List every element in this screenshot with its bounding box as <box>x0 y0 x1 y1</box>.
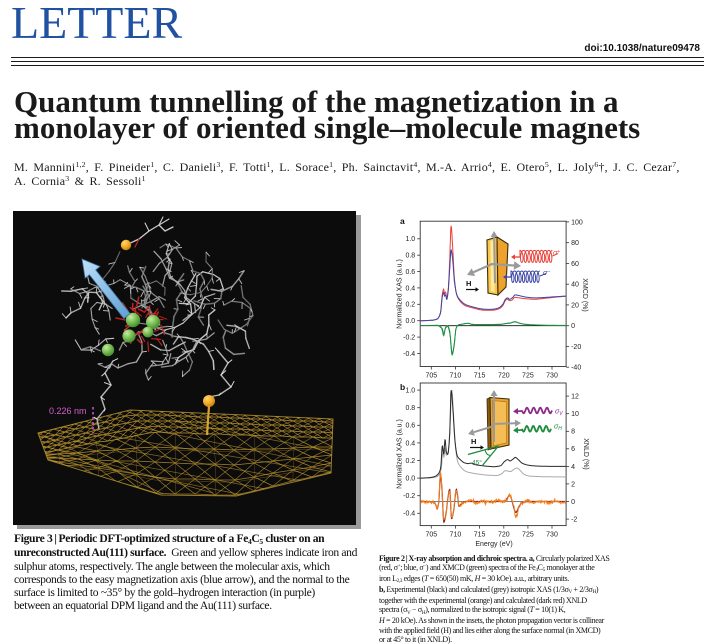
svg-text:0.2: 0.2 <box>405 458 415 465</box>
svg-text:σV: σV <box>555 409 563 418</box>
svg-text:-0.4: -0.4 <box>403 351 415 358</box>
svg-text:2: 2 <box>571 481 575 488</box>
svg-text:710: 710 <box>450 532 462 539</box>
svg-text:1.0: 1.0 <box>405 388 415 395</box>
svg-text:725: 725 <box>522 373 534 380</box>
svg-text:100: 100 <box>571 219 583 226</box>
svg-text:0: 0 <box>571 499 575 506</box>
svg-text:60: 60 <box>571 261 579 268</box>
svg-text:-20: -20 <box>571 344 581 351</box>
svg-text:-0.4: -0.4 <box>403 511 415 518</box>
svg-text:-0.2: -0.2 <box>403 335 415 342</box>
svg-text:b: b <box>400 382 405 392</box>
svg-text:-2: -2 <box>571 517 577 524</box>
svg-text:710: 710 <box>450 373 462 380</box>
svg-text:σ+: σ+ <box>553 249 560 257</box>
svg-text:725: 725 <box>522 532 534 539</box>
svg-text:720: 720 <box>498 373 510 380</box>
svg-text:0.6: 0.6 <box>405 423 415 430</box>
svg-text:4: 4 <box>571 464 575 471</box>
svg-text:Normalized XAS (a.u.): Normalized XAS (a.u.) <box>397 259 404 329</box>
svg-text:H: H <box>466 279 471 288</box>
svg-text:0.226 nm: 0.226 nm <box>49 406 87 416</box>
svg-text:0: 0 <box>571 323 575 330</box>
svg-text:σ−: σ− <box>543 269 550 277</box>
svg-text:0.2: 0.2 <box>405 302 415 309</box>
svg-text:715: 715 <box>474 532 486 539</box>
svg-text:-40: -40 <box>571 365 581 372</box>
svg-text:0.4: 0.4 <box>405 285 415 292</box>
svg-text:XNLD (%): XNLD (%) <box>582 438 589 470</box>
svg-text:20: 20 <box>571 302 579 309</box>
svg-text:1.0: 1.0 <box>405 236 415 243</box>
svg-text:80: 80 <box>571 240 579 247</box>
svg-text:0.8: 0.8 <box>405 405 415 412</box>
svg-text:0.6: 0.6 <box>405 269 415 276</box>
svg-text:730: 730 <box>546 532 558 539</box>
svg-text:720: 720 <box>498 532 510 539</box>
svg-text:8: 8 <box>571 429 575 436</box>
svg-text:6: 6 <box>571 446 575 453</box>
svg-text:σH: σH <box>554 424 562 433</box>
svg-text:Normalized XAS (a.u.): Normalized XAS (a.u.) <box>397 419 404 489</box>
svg-text:10: 10 <box>571 411 579 418</box>
svg-text:a: a <box>400 216 405 226</box>
svg-text:XMCD (%): XMCD (%) <box>581 278 588 311</box>
svg-text:-0.2: -0.2 <box>403 493 415 500</box>
svg-text:0.8: 0.8 <box>405 253 415 260</box>
svg-text:0.0: 0.0 <box>405 476 415 483</box>
svg-text:705: 705 <box>425 532 437 539</box>
svg-text:40: 40 <box>571 282 579 289</box>
svg-text:715: 715 <box>474 373 486 380</box>
svg-text:45°: 45° <box>472 459 482 467</box>
svg-text:12: 12 <box>571 394 579 401</box>
svg-text:Energy (eV): Energy (eV) <box>475 541 512 548</box>
svg-text:730: 730 <box>546 373 558 380</box>
svg-text:0.4: 0.4 <box>405 440 415 447</box>
svg-text:705: 705 <box>425 373 437 380</box>
svg-text:0.0: 0.0 <box>405 318 415 325</box>
svg-text:H: H <box>471 437 476 446</box>
